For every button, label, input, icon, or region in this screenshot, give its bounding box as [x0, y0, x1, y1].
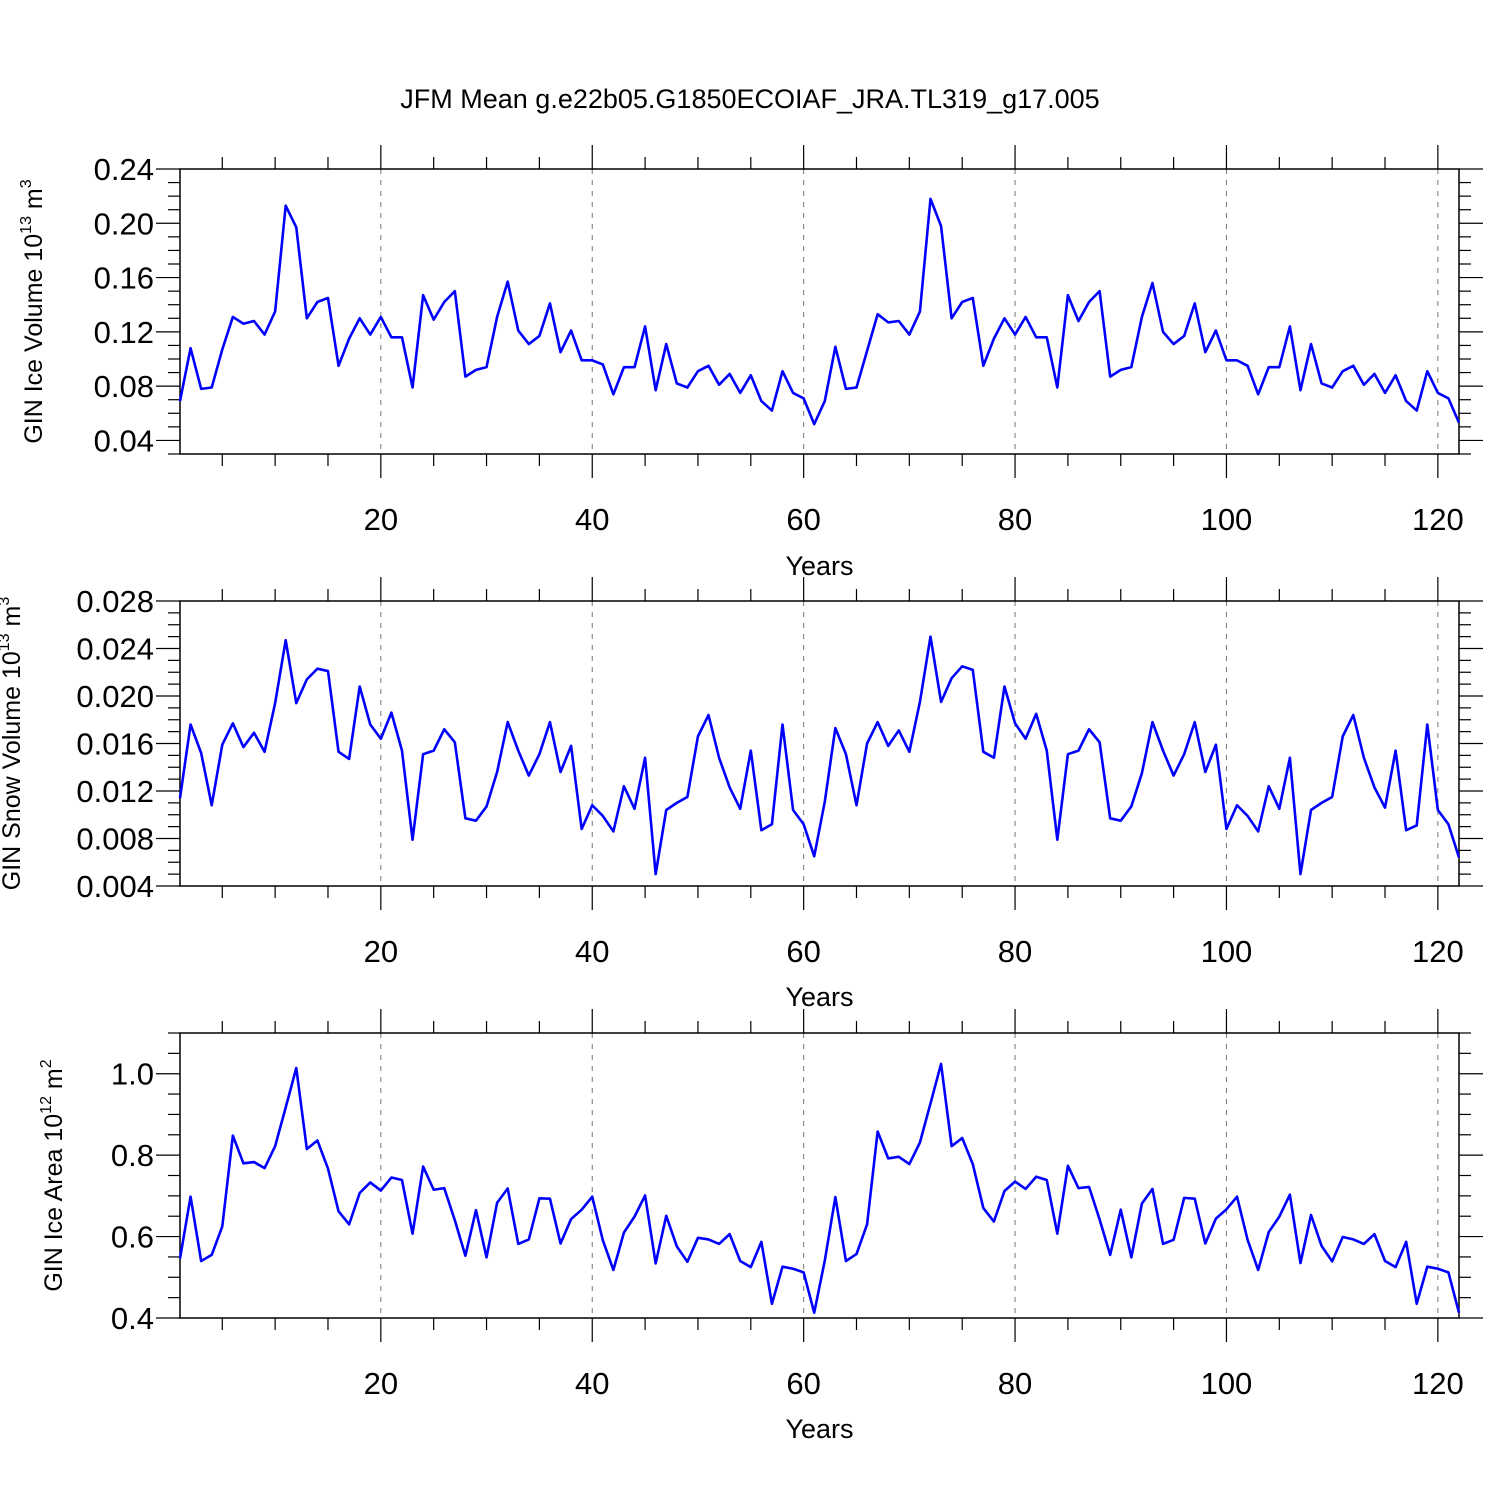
- y-axis-label: GIN Snow Volume 1013 m3: [0, 597, 26, 891]
- y-tick-label: 0.04: [94, 423, 154, 458]
- x-tick-label: 40: [575, 1366, 609, 1401]
- chart-panel-3: 20 40 60 80 100 120 0.4 0.6 0.8 1.0 Years GIN Ice A…: [38, 1009, 1483, 1444]
- series-line: [178, 1062, 1461, 1315]
- panels: 20 40 60 80 100 120 0.04 0.08 0.12 0.16 0.20 0.24 Ye…: [0, 145, 1483, 1444]
- y-axis-label-text: GIN Ice Area 10: [40, 1114, 68, 1292]
- chart-panel-2: 20 40 60 80 100 120 0.004 0.008 0.012 0.016 0.020 0…: [0, 577, 1483, 1012]
- x-tick-label: 60: [786, 1366, 820, 1401]
- x-tick-label: 20: [364, 934, 398, 969]
- y-tick-label: 1.0: [111, 1057, 154, 1092]
- y-axis-label-unit-exponent: 2: [38, 1059, 55, 1068]
- x-axis-label: Years: [785, 551, 853, 581]
- figure-title: JFM Mean g.e22b05.G1850ECOIAF_JRA.TL319_…: [400, 84, 1099, 114]
- chart-panel-1: 20 40 60 80 100 120 0.04 0.08 0.12 0.16 0.20 0.24 Ye…: [18, 145, 1483, 581]
- x-tick-label: 80: [998, 934, 1032, 969]
- y-axis-label-exponent: 13: [18, 216, 35, 234]
- y-tick-label: 0.24: [94, 152, 154, 187]
- x-tick-label: 100: [1201, 502, 1253, 537]
- y-tick-label: 0.8: [111, 1138, 154, 1173]
- y-axis-label-unit: m: [20, 188, 48, 216]
- y-axis-label-exponent: 12: [38, 1096, 55, 1114]
- x-tick-label: 80: [998, 1366, 1032, 1401]
- x-axis-label: Years: [785, 1414, 853, 1444]
- plot-frame: [179, 1032, 1460, 1319]
- x-tick-label: 40: [575, 502, 609, 537]
- y-tick-label: 0.012: [76, 774, 154, 809]
- y-tick-label: 0.08: [94, 369, 154, 404]
- y-axis-label-unit-exponent: 3: [0, 597, 13, 606]
- x-tick-label: 120: [1412, 1366, 1464, 1401]
- y-tick-label: 0.20: [94, 206, 154, 241]
- y-tick-label: 0.12: [94, 315, 154, 350]
- y-axis-label-text: GIN Ice Volume 10: [20, 234, 48, 444]
- x-axis-label: Years: [785, 982, 853, 1012]
- y-tick-label: 0.028: [76, 584, 154, 619]
- y-axis-label: GIN Ice Volume 1013 m3: [18, 179, 48, 443]
- series-line: [178, 635, 1461, 876]
- x-tick-label: 60: [786, 502, 820, 537]
- x-tick-label: 120: [1412, 934, 1464, 969]
- plot-frame: [179, 600, 1460, 887]
- x-tick-label: 80: [998, 502, 1032, 537]
- y-tick-label: 0.16: [94, 261, 154, 296]
- x-tick-label: 60: [786, 934, 820, 969]
- x-tick-label: 120: [1412, 502, 1464, 537]
- x-tick-label: 100: [1201, 1366, 1253, 1401]
- y-tick-label: 0.020: [76, 679, 154, 714]
- y-axis-label-text: GIN Snow Volume 10: [0, 651, 26, 890]
- x-tick-label: 40: [575, 934, 609, 969]
- plot-frame: [179, 168, 1460, 455]
- y-axis-label: GIN Ice Area 1012 m2: [38, 1059, 68, 1291]
- x-tick-label: 20: [364, 502, 398, 537]
- y-tick-label: 0.024: [76, 632, 154, 667]
- y-axis-label-unit: m: [40, 1068, 68, 1096]
- y-tick-label: 0.008: [76, 822, 154, 857]
- x-tick-label: 100: [1201, 934, 1253, 969]
- x-tick-label: 20: [364, 1366, 398, 1401]
- y-axis-label-unit: m: [0, 606, 26, 634]
- y-tick-label: 0.004: [76, 869, 154, 904]
- y-axis-label-exponent: 13: [0, 633, 13, 651]
- y-tick-label: 0.016: [76, 727, 154, 762]
- y-axis-label-unit-exponent: 3: [18, 179, 35, 188]
- y-tick-label: 0.4: [111, 1301, 154, 1336]
- y-tick-label: 0.6: [111, 1220, 154, 1255]
- series-line: [178, 197, 1461, 426]
